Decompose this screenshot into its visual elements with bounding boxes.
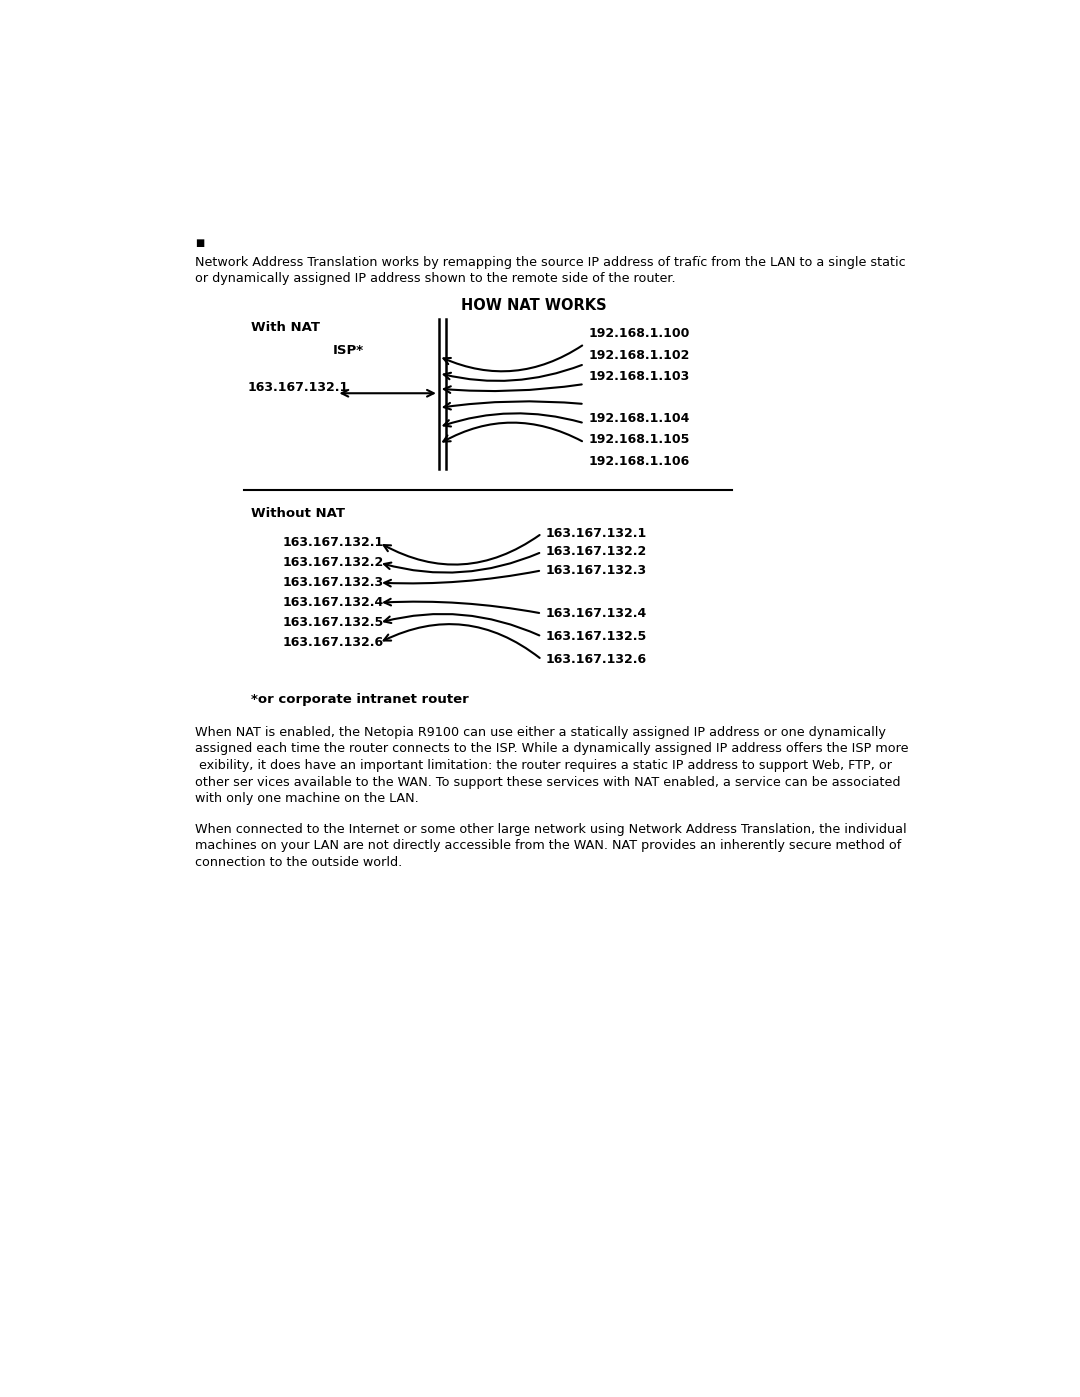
Text: with only one machine on the LAN.: with only one machine on the LAN. bbox=[195, 792, 419, 805]
Text: exibility, it does have an important limitation: the router requires a static IP: exibility, it does have an important lim… bbox=[195, 759, 892, 773]
Text: assigned each time the router connects to the ISP. While a dynamically assigned : assigned each time the router connects t… bbox=[195, 742, 909, 756]
Text: 163.167.132.4: 163.167.132.4 bbox=[545, 606, 647, 620]
Text: HOW NAT WORKS: HOW NAT WORKS bbox=[461, 298, 607, 313]
Text: 163.167.132.5: 163.167.132.5 bbox=[282, 616, 383, 629]
Text: When connected to the Internet or some other large network using Network Address: When connected to the Internet or some o… bbox=[195, 823, 907, 835]
Text: 163.167.132.1: 163.167.132.1 bbox=[282, 536, 383, 549]
Text: machines on your LAN are not directly accessible from the WAN. NAT provides an i: machines on your LAN are not directly ac… bbox=[195, 840, 902, 852]
Text: 163.167.132.2: 163.167.132.2 bbox=[282, 556, 383, 569]
Text: 163.167.132.1: 163.167.132.1 bbox=[545, 527, 647, 539]
Text: connection to the outside world.: connection to the outside world. bbox=[195, 855, 403, 869]
Text: 192.168.1.102: 192.168.1.102 bbox=[589, 349, 690, 362]
Text: 163.167.132.3: 163.167.132.3 bbox=[282, 576, 383, 590]
Text: 163.167.132.3: 163.167.132.3 bbox=[545, 564, 647, 577]
Text: 163.167.132.6: 163.167.132.6 bbox=[545, 654, 647, 666]
Text: 163.167.132.5: 163.167.132.5 bbox=[545, 630, 647, 643]
Text: *or corporate intranet router: *or corporate intranet router bbox=[252, 693, 469, 705]
Text: Without NAT: Without NAT bbox=[252, 507, 346, 520]
Text: other ser vices available to the WAN. To support these services with NAT enabled: other ser vices available to the WAN. To… bbox=[195, 775, 901, 788]
Text: 192.168.1.100: 192.168.1.100 bbox=[589, 327, 690, 339]
Text: 192.168.1.103: 192.168.1.103 bbox=[589, 370, 690, 383]
Text: When NAT is enabled, the Netopia R9100 can use either a statically assigned IP a: When NAT is enabled, the Netopia R9100 c… bbox=[195, 726, 887, 739]
Text: 163.167.132.2: 163.167.132.2 bbox=[545, 545, 647, 559]
Text: With NAT: With NAT bbox=[252, 321, 321, 334]
Text: 192.168.1.106: 192.168.1.106 bbox=[589, 455, 690, 468]
Text: Network Address Translation works by remapping the source IP address of trafïc f: Network Address Translation works by rem… bbox=[195, 256, 906, 270]
Text: 163.167.132.1: 163.167.132.1 bbox=[247, 381, 349, 394]
Text: 192.168.1.104: 192.168.1.104 bbox=[589, 412, 690, 425]
Text: 163.167.132.4: 163.167.132.4 bbox=[282, 597, 383, 609]
Text: ■: ■ bbox=[195, 239, 205, 249]
Text: 163.167.132.6: 163.167.132.6 bbox=[282, 636, 383, 650]
Text: ISP*: ISP* bbox=[333, 344, 364, 358]
Text: 192.168.1.105: 192.168.1.105 bbox=[589, 433, 690, 446]
Text: or dynamically assigned IP address shown to the remote side of the router.: or dynamically assigned IP address shown… bbox=[195, 271, 676, 285]
